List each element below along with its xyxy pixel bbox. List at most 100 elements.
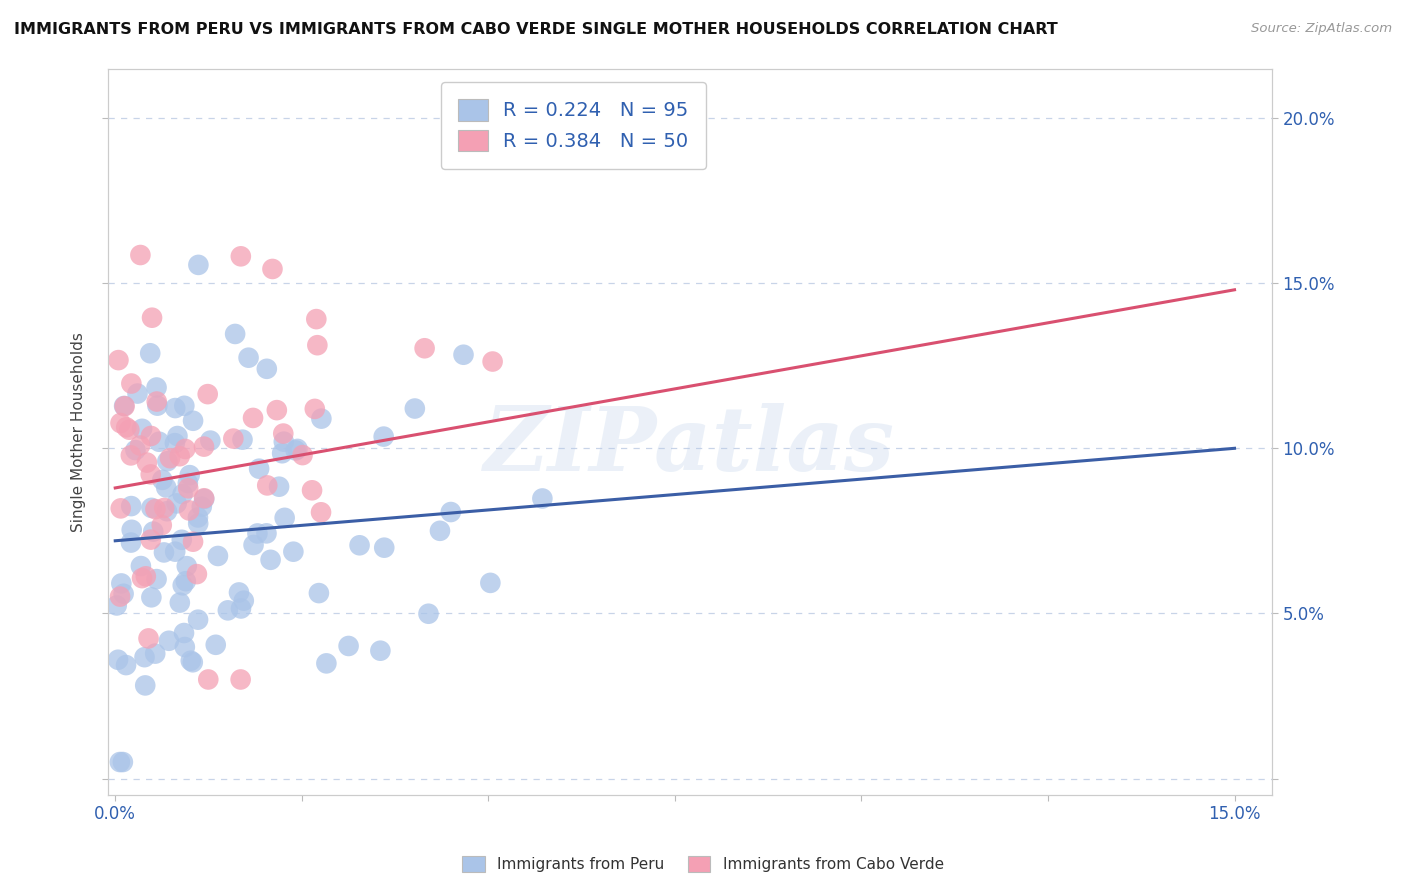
Point xyxy=(429,524,451,538)
Text: ZIPatlas: ZIPatlas xyxy=(484,403,896,490)
Point xyxy=(181,414,204,428)
Point xyxy=(165,401,187,415)
Point xyxy=(169,449,191,463)
Point xyxy=(177,481,200,495)
Point xyxy=(256,361,278,376)
Point xyxy=(453,348,475,362)
Point xyxy=(120,376,142,391)
Point xyxy=(242,411,264,425)
Point xyxy=(337,639,360,653)
Point xyxy=(191,500,214,514)
Point xyxy=(229,249,252,263)
Point xyxy=(267,480,290,494)
Point xyxy=(156,454,179,468)
Point xyxy=(262,262,284,277)
Text: IMMIGRANTS FROM PERU VS IMMIGRANTS FROM CABO VERDE SINGLE MOTHER HOUSEHOLDS CORR: IMMIGRANTS FROM PERU VS IMMIGRANTS FROM … xyxy=(14,22,1057,37)
Point xyxy=(349,538,371,552)
Point xyxy=(111,755,134,769)
Point xyxy=(440,505,463,519)
Point xyxy=(304,401,326,416)
Point xyxy=(120,449,142,463)
Point xyxy=(145,572,167,586)
Point xyxy=(172,487,194,501)
Point xyxy=(315,657,337,671)
Point xyxy=(141,591,163,605)
Text: Source: ZipAtlas.com: Source: ZipAtlas.com xyxy=(1251,22,1392,36)
Point xyxy=(259,553,281,567)
Point xyxy=(229,601,252,615)
Point xyxy=(256,526,278,541)
Point xyxy=(309,505,332,519)
Point xyxy=(287,442,309,456)
Point xyxy=(200,434,222,448)
Point xyxy=(186,567,208,582)
Point xyxy=(177,503,200,517)
Point xyxy=(135,569,157,583)
Point xyxy=(193,440,215,454)
Legend: Immigrants from Peru, Immigrants from Cabo Verde: Immigrants from Peru, Immigrants from Ca… xyxy=(454,848,952,880)
Point xyxy=(307,338,329,352)
Point xyxy=(120,535,142,549)
Point xyxy=(228,585,250,599)
Point xyxy=(110,416,132,430)
Point xyxy=(373,429,395,443)
Point xyxy=(143,647,166,661)
Point xyxy=(120,499,142,513)
Point xyxy=(177,476,200,491)
Point xyxy=(139,346,162,360)
Point xyxy=(121,523,143,537)
Y-axis label: Single Mother Households: Single Mother Households xyxy=(72,332,86,532)
Point xyxy=(169,596,191,610)
Point xyxy=(187,613,209,627)
Point xyxy=(134,650,156,665)
Point xyxy=(273,434,295,449)
Point xyxy=(141,500,163,515)
Point xyxy=(153,545,176,559)
Point xyxy=(238,351,260,365)
Point xyxy=(155,480,177,494)
Point xyxy=(197,387,219,401)
Point xyxy=(217,603,239,617)
Point xyxy=(173,626,195,640)
Point xyxy=(204,638,226,652)
Point xyxy=(114,399,136,413)
Point xyxy=(110,501,132,516)
Point xyxy=(139,429,162,443)
Point xyxy=(112,587,135,601)
Point xyxy=(224,326,246,341)
Point xyxy=(273,511,295,525)
Point xyxy=(232,593,254,607)
Point xyxy=(142,524,165,539)
Point xyxy=(115,420,138,434)
Point xyxy=(148,434,170,449)
Point xyxy=(156,504,179,518)
Point xyxy=(291,448,314,462)
Point xyxy=(370,643,392,657)
Point xyxy=(479,575,502,590)
Point xyxy=(139,467,162,482)
Point xyxy=(174,574,197,589)
Point xyxy=(305,312,328,326)
Point xyxy=(187,516,209,531)
Point xyxy=(157,633,180,648)
Point xyxy=(207,549,229,563)
Point xyxy=(129,559,152,574)
Point xyxy=(163,436,186,450)
Point xyxy=(311,411,333,425)
Point xyxy=(271,426,294,441)
Point xyxy=(187,258,209,272)
Point xyxy=(231,433,253,447)
Point xyxy=(173,640,195,654)
Point xyxy=(174,442,197,456)
Point xyxy=(145,380,167,394)
Point xyxy=(107,353,129,368)
Point xyxy=(256,478,278,492)
Point xyxy=(110,576,132,591)
Point xyxy=(139,533,162,547)
Point xyxy=(146,399,169,413)
Point xyxy=(266,403,288,417)
Point xyxy=(197,673,219,687)
Point xyxy=(404,401,426,416)
Point xyxy=(181,655,204,669)
Point xyxy=(247,461,270,475)
